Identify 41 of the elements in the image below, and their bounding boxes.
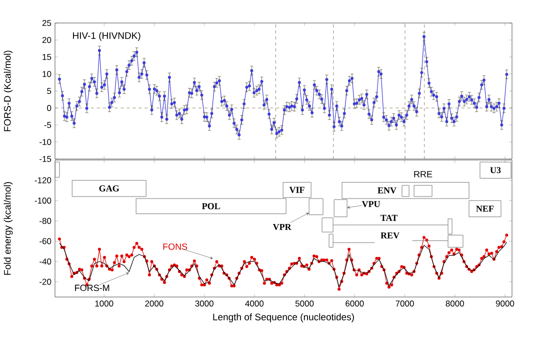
annotation: HIV-1 (HIVNDK) xyxy=(73,32,140,41)
annotation: GAG xyxy=(99,185,120,192)
x-tick-label: 3000 xyxy=(195,300,214,307)
series-label: FORS-M xyxy=(75,284,110,292)
y-tick-label: -15 xyxy=(40,156,52,162)
x-tick-label: 5000 xyxy=(295,300,314,307)
x-tick-label: 6000 xyxy=(346,300,364,307)
y-tick-label: -40 xyxy=(40,258,52,264)
x-axis-title: Length of Sequence (nucleotides) xyxy=(213,313,354,322)
annotation: NEF xyxy=(476,206,494,212)
x-tick-label: 7000 xyxy=(396,300,414,307)
y-tick-label: -80 xyxy=(40,218,52,224)
y-tick-label: -20 xyxy=(40,278,52,285)
x-tick-label: 4000 xyxy=(245,300,264,307)
x-tick-label: 9000 xyxy=(496,300,514,307)
y-tick-label: 0 xyxy=(47,104,52,112)
y-axis-title: FORS-D (Kcal/mol) xyxy=(4,50,13,132)
series-label: FONS xyxy=(163,243,188,250)
y-axis-title: Fold energy (kcal/mol) xyxy=(4,182,13,275)
annotation: TAT xyxy=(380,214,398,221)
y-tick-label: 20 xyxy=(42,36,52,44)
annotation: POL xyxy=(202,203,220,210)
y-tick-label: -10 xyxy=(40,138,52,145)
x-tick-label: 1000 xyxy=(95,300,114,307)
x-tick-label: 8000 xyxy=(446,300,464,307)
y-tick-label: 5 xyxy=(47,88,52,94)
annotation: REV xyxy=(380,232,400,239)
y-tick-label: -60 xyxy=(40,238,52,244)
annotation: VPU xyxy=(362,201,380,208)
y-tick-label: 15 xyxy=(42,54,52,60)
y-tick-label: 10 xyxy=(42,70,52,78)
y-tick-label: -100 xyxy=(34,198,52,204)
y-tick-label: -5 xyxy=(44,122,52,128)
y-tick-label: -120 xyxy=(34,177,52,184)
x-tick-label: 2000 xyxy=(145,300,164,307)
annotation: U3 xyxy=(490,167,501,174)
annotation: RRE xyxy=(414,171,432,178)
annotation: ENV xyxy=(378,187,396,194)
annotation: VIF xyxy=(289,186,304,193)
y-tick-label: 25 xyxy=(42,20,52,26)
annotation: VPR xyxy=(272,224,292,230)
